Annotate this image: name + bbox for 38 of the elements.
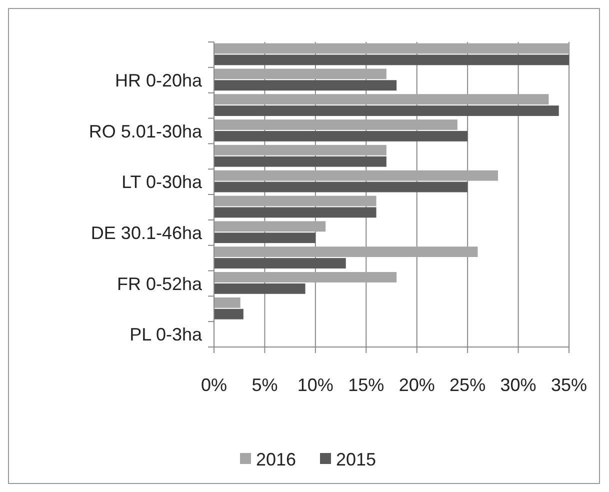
- bar: [214, 207, 376, 218]
- bar: [214, 43, 569, 54]
- y-tick-label: LT 0-30ha: [122, 172, 203, 192]
- bar: [214, 54, 569, 66]
- bar: [214, 182, 468, 192]
- bar: [214, 258, 346, 268]
- x-tick-label: 10%: [297, 375, 334, 395]
- bar: [214, 272, 397, 282]
- legend-label: 2016: [256, 449, 296, 470]
- bar: [214, 308, 244, 320]
- bar: [214, 196, 376, 206]
- bar: [214, 80, 397, 91]
- bar: [214, 120, 458, 130]
- x-tick-label: 5%: [252, 375, 278, 395]
- x-tick-label: 25%: [450, 375, 486, 395]
- bar: [214, 170, 498, 181]
- bar: [214, 130, 468, 142]
- x-tick-label: 20%: [398, 375, 435, 395]
- y-tick-label: DE 30.1-46ha: [90, 222, 203, 243]
- y-tick-label: PL 0-3ha: [130, 324, 203, 345]
- bar: [214, 156, 386, 167]
- legend-label: 2015: [336, 449, 376, 470]
- y-tick-label: FR 0-52ha: [116, 274, 203, 294]
- x-tick-label: 15%: [348, 375, 384, 395]
- bar: [214, 297, 240, 308]
- bar: [214, 283, 306, 294]
- bar: [214, 94, 549, 105]
- bar: [214, 232, 316, 244]
- x-tick-label: 0%: [200, 375, 228, 395]
- bar: [214, 106, 559, 116]
- x-tick-label: 30%: [500, 375, 536, 395]
- bar: [214, 144, 386, 156]
- y-tick-label: RO 5.01-30ha: [88, 121, 203, 142]
- bar: [214, 68, 386, 80]
- bar: [214, 246, 478, 258]
- x-tick-label: 35%: [550, 375, 588, 395]
- bar: [214, 221, 326, 232]
- y-tick-label: HR 0-20ha: [114, 70, 203, 90]
